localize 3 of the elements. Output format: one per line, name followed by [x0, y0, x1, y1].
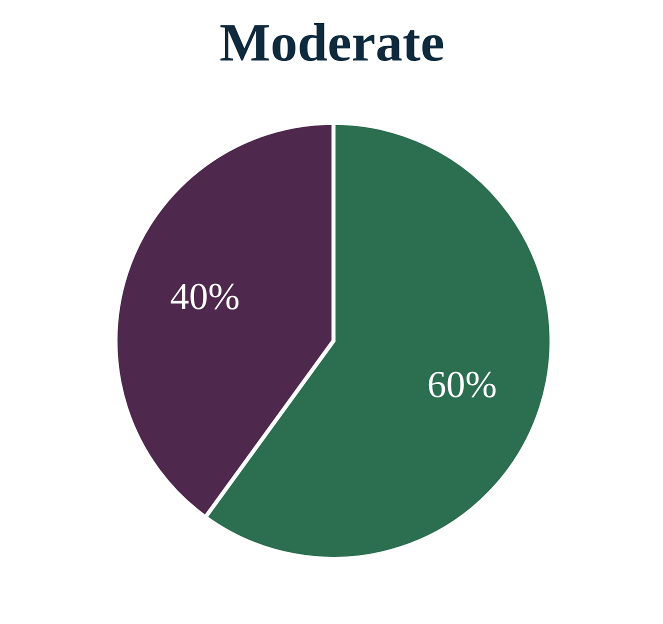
data-label: 60% [427, 364, 497, 406]
chart-title: Moderate [220, 12, 444, 72]
data-label: 40% [170, 276, 240, 318]
